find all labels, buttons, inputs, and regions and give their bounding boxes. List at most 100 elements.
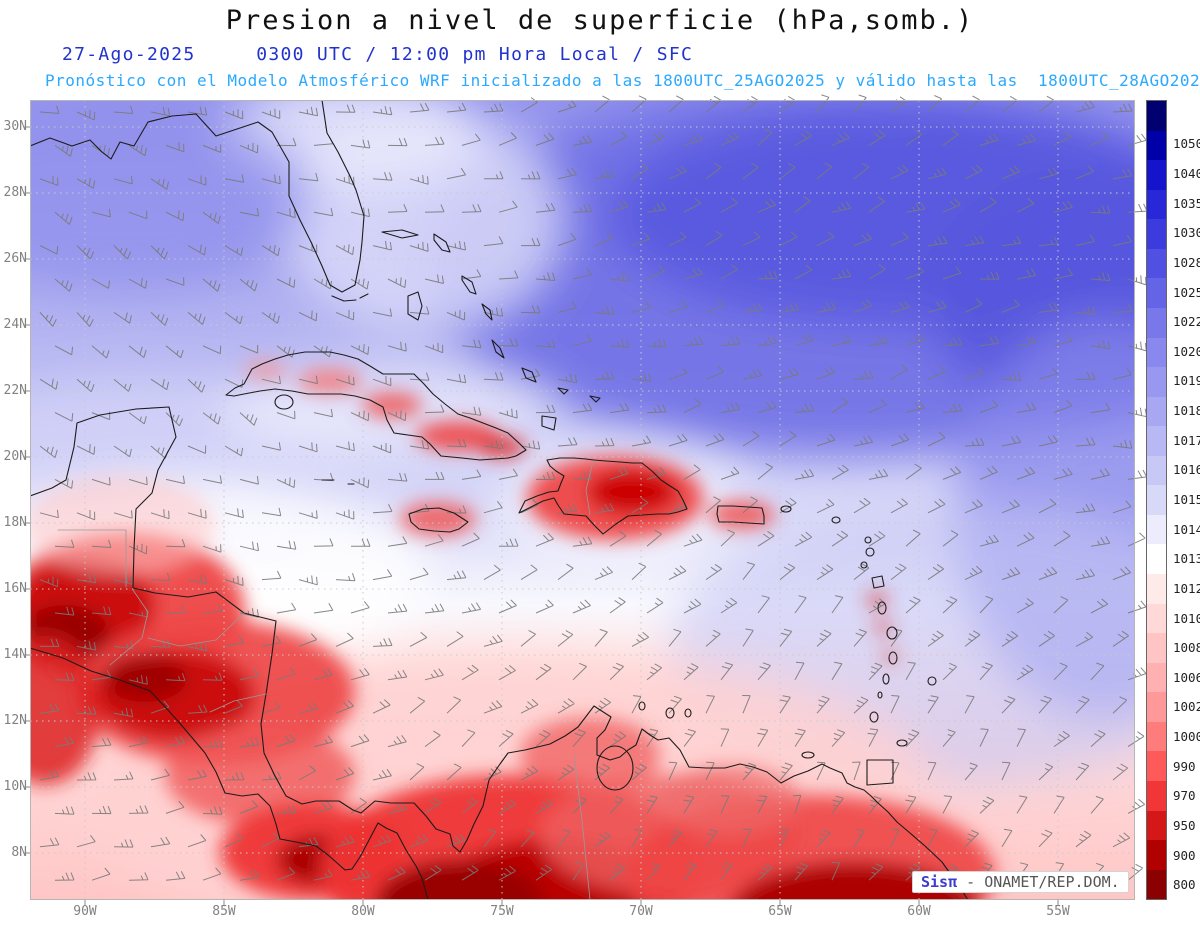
coastlines	[30, 100, 969, 900]
colorbar-level-label: 1016	[1173, 462, 1200, 478]
watermark-brand: Sisπ	[921, 873, 958, 891]
colorbar-cell	[1147, 692, 1166, 722]
coast-pacific	[30, 647, 429, 900]
colorbar-level-label: 800	[1173, 877, 1196, 893]
colorbar-level-label: 1006	[1173, 669, 1200, 685]
colorbar-cell	[1147, 455, 1166, 486]
watermark-badge: Sisπ - ONAMET/REP.DOM.	[912, 871, 1129, 893]
lat-tick-label: 28N	[3, 185, 27, 200]
map-figure: 30N 28N 26N 24N 22N 20N 18N 16N 14N 12N 10N 8N 90W 8…	[0, 94, 1200, 927]
lon-tick-label: 75W	[490, 904, 514, 919]
lon-tick-label: 80W	[351, 904, 375, 919]
colorbar-cell	[1147, 662, 1166, 693]
lat-tick-label: 26N	[3, 251, 27, 266]
coast-hispaniola	[518, 457, 688, 535]
colorbar-cell	[1147, 869, 1166, 900]
graticule	[30, 100, 1135, 900]
coast-puerto-rico	[716, 505, 765, 525]
coast-cuba	[225, 351, 527, 461]
isle-of-youth	[274, 394, 294, 410]
valid-datetime-line: 27-Ago-2025 0300 UTC / 12:00 pm Hora Loc…	[62, 44, 694, 65]
colorbar-cell	[1147, 810, 1166, 841]
lon-tick-label: 60W	[907, 904, 931, 919]
colorbar-cell	[1147, 574, 1166, 604]
lat-tick-label: 12N	[3, 713, 27, 728]
colorbar-cell	[1147, 603, 1166, 634]
pressure-map	[24, 94, 1148, 906]
chart-title: Presion a nivel de superficie (hPa,somb.…	[225, 5, 975, 36]
colorbar-cell	[1147, 248, 1166, 279]
colorbar-cell	[1147, 130, 1166, 161]
colorbar-cell	[1147, 426, 1166, 456]
colorbar-level-label: 990	[1173, 758, 1196, 774]
lon-tick-label: 65W	[768, 904, 792, 919]
colorbar-cell	[1147, 721, 1166, 752]
pressure-colorbar	[1146, 100, 1167, 900]
wind-barbs	[39, 94, 1148, 881]
forecast-description-line: Pronóstico con el Modelo Atmosférico WRF…	[45, 71, 1200, 90]
coast-central-south-america	[30, 406, 969, 900]
lon-tick-label: 70W	[629, 904, 653, 919]
colorbar-level-label: 1030	[1173, 225, 1200, 241]
colorbar-level-label: 1050	[1173, 136, 1200, 152]
colorbar-cell	[1147, 780, 1166, 811]
lon-tick-label: 90W	[73, 904, 97, 919]
colorbar-cell	[1147, 751, 1166, 781]
bahamas	[381, 229, 601, 431]
lon-tick-label: 55W	[1046, 904, 1070, 919]
colorbar-cell	[1147, 633, 1166, 663]
colorbar-level-label: 1025	[1173, 284, 1200, 300]
colorbar-level-label: 1017	[1173, 432, 1200, 448]
colorbar-level-label: 1010	[1173, 610, 1200, 626]
colorbar-cell	[1147, 485, 1166, 515]
florida-keys	[331, 293, 369, 302]
colorbar-level-label: 1019	[1173, 373, 1200, 389]
colorbar-level-label: 1035	[1173, 195, 1200, 211]
colorbar-cell	[1147, 101, 1166, 131]
colorbar-cell	[1147, 278, 1166, 308]
watermark-text: - ONAMET/REP.DOM.	[966, 873, 1120, 891]
lat-tick-label: 10N	[3, 779, 27, 794]
lat-tick-label: 24N	[3, 317, 27, 332]
colorbar-cell	[1147, 396, 1166, 427]
colorbar-level-label: 1020	[1173, 343, 1200, 359]
lat-tick-label: 18N	[3, 515, 27, 530]
colorbar-cell	[1147, 219, 1166, 249]
colorbar-level-label: 1002	[1173, 699, 1200, 715]
lon-tick-label: 85W	[212, 904, 236, 919]
country-borders	[57, 461, 594, 900]
colorbar-level-label: 1015	[1173, 492, 1200, 507]
lat-tick-label: 20N	[3, 449, 27, 464]
colorbar-level-label: 1000	[1173, 729, 1200, 745]
colorbar-level-label: 1008	[1173, 640, 1200, 656]
lat-tick-label: 22N	[3, 383, 27, 398]
coast-jamaica	[408, 507, 469, 533]
lesser-antilles	[638, 505, 937, 786]
coast-north-america	[30, 100, 365, 293]
lat-tick-label: 8N	[11, 845, 27, 860]
lat-tick-label: 30N	[3, 119, 27, 134]
colorbar-cell	[1147, 367, 1166, 397]
colorbar-cell	[1147, 544, 1166, 574]
colorbar-level-label: 950	[1173, 817, 1196, 833]
colorbar-level-label: 1013	[1173, 551, 1200, 567]
colorbar-level-label: 1022	[1173, 314, 1200, 330]
colorbar-level-label: 1018	[1173, 403, 1200, 419]
colorbar-level-label: 900	[1173, 847, 1196, 863]
colorbar-level-label: 1028	[1173, 254, 1200, 270]
cayman-islands	[321, 479, 355, 485]
lat-tick-label: 14N	[3, 647, 27, 662]
colorbar-cell	[1147, 189, 1166, 220]
axis-ticks	[24, 126, 1059, 906]
pressure-shading	[30, 100, 1135, 900]
colorbar-cell	[1147, 337, 1166, 368]
colorbar-cell	[1147, 160, 1166, 190]
lake-maracaibo	[596, 745, 634, 791]
colorbar-cell	[1147, 307, 1166, 338]
colorbar-cell	[1147, 514, 1166, 545]
colorbar-level-label: 970	[1173, 788, 1196, 804]
colorbar-cell	[1147, 840, 1166, 870]
colorbar-level-label: 1040	[1173, 166, 1200, 182]
map-frame	[30, 100, 1135, 900]
